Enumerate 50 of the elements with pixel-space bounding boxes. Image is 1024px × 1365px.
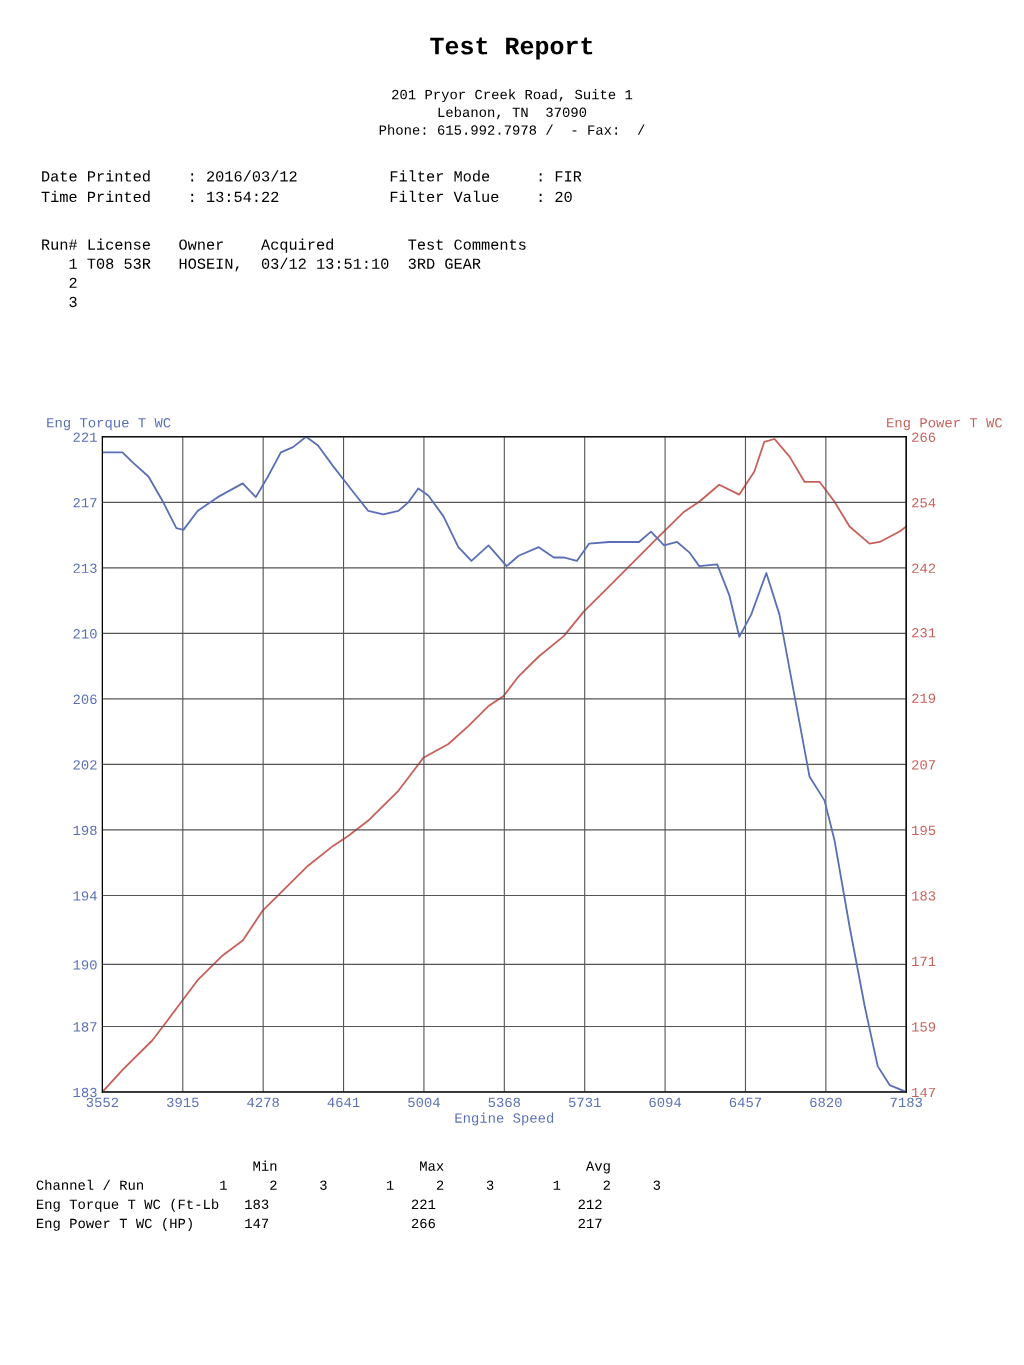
y-tick-label: 198 <box>73 825 97 836</box>
x-tick-label: 6457 <box>729 1097 762 1108</box>
x-axis-title: Engine Speed <box>455 1112 554 1126</box>
y-tick-label: 190 <box>73 960 97 970</box>
text: Min Max Avg <box>253 1160 610 1174</box>
y2-axis-title: Eng Power T WC <box>887 418 1003 431</box>
y-tick-label: 206 <box>73 694 97 705</box>
text: Date Printed : 2016/03/12 Filter Mode : FIR <box>42 170 582 182</box>
chart-title: Test Report <box>430 37 593 60</box>
y-tick-label: 183 <box>73 1087 97 1098</box>
x-tick-label: 3915 <box>166 1097 199 1108</box>
x-tick-label: 5004 <box>408 1097 440 1108</box>
x-tick-label: 6094 <box>649 1097 682 1108</box>
y2-tick-label: 254 <box>912 498 936 508</box>
y2-tick-label: 147 <box>912 1087 936 1098</box>
y2-tick-label: 242 <box>912 563 936 573</box>
x-tick-label: 3552 <box>86 1097 119 1108</box>
y2-tick-label: 207 <box>912 760 936 770</box>
y2-tick-label: 159 <box>912 1022 936 1032</box>
x-tick-label: 7183 <box>890 1097 923 1108</box>
x-tick-label: 6820 <box>810 1097 842 1108</box>
y2-tick-label: 195 <box>912 825 936 836</box>
x-tick-label: 4641 <box>327 1097 360 1108</box>
y-tick-label: 217 <box>73 498 97 508</box>
text: Eng Power T WC (HP) 147 266 217 <box>36 1217 602 1231</box>
text: Time Printed : 13:54:22 Filter Value : 20 <box>41 190 572 203</box>
y-tick-label: 187 <box>73 1022 97 1032</box>
text: Lebanon, TN 37090 <box>438 106 587 120</box>
y-tick-label: 210 <box>73 629 97 639</box>
text: Phone: 615.992.7978 / - Fax: / <box>379 124 645 135</box>
x-tick-label: 5368 <box>488 1097 521 1108</box>
text: 1 T08 53R HOSEIN, 03/12 13:51:10 3RD GEAR <box>69 257 481 272</box>
y2-tick-label: 171 <box>912 956 936 966</box>
y-tick-label: 194 <box>73 891 97 901</box>
y2-tick-label: 219 <box>912 693 936 703</box>
text: Channel / Run 1 2 3 1 2 3 1 2 3 <box>36 1179 661 1190</box>
text: 201 Pryor Creek Road, Suite 1 <box>392 89 633 103</box>
x-tick-label: 4278 <box>247 1097 279 1108</box>
y-tick-label: 213 <box>73 563 97 574</box>
text: 3 <box>69 296 77 308</box>
y-axis-title: Eng Torque T WC <box>47 418 171 431</box>
y-tick-label: 202 <box>73 760 97 770</box>
x-tick-label: 5731 <box>568 1097 601 1108</box>
y2-tick-label: 266 <box>912 432 936 442</box>
y2-tick-label: 231 <box>912 628 936 638</box>
y2-tick-label: 183 <box>912 891 936 901</box>
text: Run# License Owner Acquired Test Comments <box>42 238 526 253</box>
y-tick-label: 221 <box>73 432 97 442</box>
text: 2 <box>69 277 77 288</box>
text: Eng Torque T WC (Ft-Lb 183 221 212 <box>36 1198 602 1212</box>
